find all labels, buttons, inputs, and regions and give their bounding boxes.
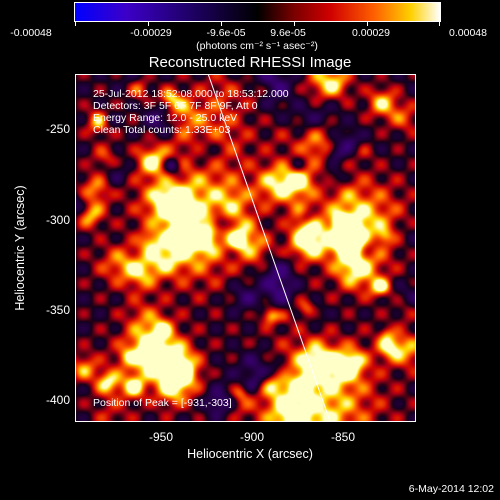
- y-tick-label: -250: [45, 122, 70, 136]
- overlay: [207, 74, 331, 422]
- timestamp: 6-May-2014 12:02: [408, 483, 494, 495]
- y-axis-label: Heliocentric Y (arcsec): [13, 185, 27, 311]
- solar-limb-line: [207, 74, 331, 422]
- annotation-detectors: Detectors: 3F 5F 6F 7F 8F 9F, Att 0: [93, 100, 258, 112]
- colorbar-tick-label: 9.6e-05: [270, 27, 306, 39]
- colorbar-tick-label: -9.6e-05: [206, 27, 246, 39]
- heatmap-image: [75, 74, 416, 422]
- colorbar-unit: (photons cm⁻² s⁻¹ asec⁻²): [196, 40, 318, 52]
- colorbar-tick-label: 0.00048: [449, 27, 487, 39]
- y-tick-label: -350: [45, 303, 70, 317]
- annotation-energy: Energy Range: 12.0 - 25.0 keV: [93, 112, 238, 124]
- x-tick-label: -850: [330, 430, 356, 444]
- y-tick-label: -400: [45, 393, 70, 407]
- plot-frame: [75, 74, 416, 422]
- colorbar-tick-label: -0.00029: [130, 27, 172, 39]
- colorbar: [74, 2, 441, 22]
- x-axis-label: Heliocentric X (arcsec): [187, 447, 313, 461]
- plot-area: [75, 74, 416, 422]
- x-tick-label: -950: [148, 430, 174, 444]
- y-tick-label: -300: [45, 213, 70, 227]
- colorbar-tick: [148, 21, 149, 26]
- annotation-counts: Clean Total counts: 1.33E+03: [93, 124, 231, 136]
- colorbar-tick: [367, 21, 368, 26]
- colorbar-tick: [439, 21, 440, 26]
- chart-title: Reconstructed RHESSI Image: [148, 54, 352, 71]
- x-tick-label: -900: [239, 430, 265, 444]
- colorbar-tick: [75, 21, 76, 26]
- colorbar-tick: [221, 21, 222, 26]
- colorbar-tick-label: 0.00029: [352, 27, 390, 39]
- annotation-time: 25-Jul-2012 18:52:08.000 to 18:53:12.000: [93, 88, 289, 100]
- colorbar-tick-label: -0.00048: [10, 27, 52, 39]
- annotation-peak: Position of Peak = [-931,-303]: [93, 397, 232, 409]
- colorbar-tick: [294, 21, 295, 26]
